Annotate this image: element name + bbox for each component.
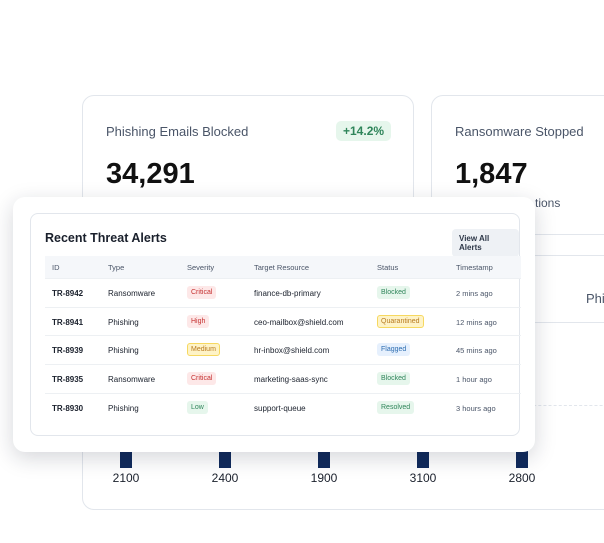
table-row: TR-8939 Phishing Medium hr-inbox@shield.com… <box>45 335 521 365</box>
status-badge: Blocked <box>377 372 410 386</box>
table-cell: support-queue <box>254 403 306 413</box>
severity-badge: Critical <box>187 286 217 299</box>
status-badge: Resolved <box>377 400 415 414</box>
table-cell: Ransomware <box>108 289 156 298</box>
table-cell: hr-inbox@shield.com <box>254 346 330 356</box>
table-cell: 1 hour ago <box>456 375 492 385</box>
status-badge: Quarantined <box>377 314 424 328</box>
column-header: Type <box>108 263 125 272</box>
status-badge: Flagged <box>377 343 411 357</box>
column-header: Timestamp <box>456 263 493 272</box>
card-value: 1,847 <box>455 158 528 190</box>
status-badge: Blocked <box>377 286 410 299</box>
alerts-panel: Recent Threat Alerts View All Alerts ID T… <box>13 197 535 452</box>
chart-title: Phis <box>586 291 604 306</box>
table-cell: 2 mins ago <box>456 289 493 298</box>
table-row: TR-8941 Phishing High ceo-mailbox@shield.co… <box>45 306 521 337</box>
bar-label: 2400 <box>212 471 239 485</box>
table-cell: Ransomware <box>108 375 156 385</box>
table-row: TR-8930 Phishing Low support-queue Resolved 3… <box>45 392 521 423</box>
table-cell: Phishing <box>108 346 139 356</box>
alerts-table-card: Recent Threat Alerts View All Alerts ID T… <box>30 213 521 436</box>
table-title: Recent Threat Alerts <box>45 231 167 245</box>
card-note: tions <box>535 196 561 210</box>
divider <box>503 322 604 323</box>
column-header: Status <box>377 263 399 272</box>
severity-badge: Critical <box>187 372 217 386</box>
table-cell: Phishing <box>108 403 139 413</box>
card-title: Ransomware Stopped <box>455 124 584 139</box>
table-cell: TR-8930 <box>52 403 84 413</box>
table-row: TR-8942 Ransomware Critical finance-db-prim… <box>45 278 521 308</box>
bar-label: 3100 <box>410 471 437 485</box>
bar-label: 1900 <box>311 471 338 485</box>
view-all-button[interactable]: View All Alerts <box>452 229 519 257</box>
column-header: Target Resource <box>254 263 310 272</box>
table-cell: ceo-mailbox@shield.com <box>254 317 344 327</box>
table-cell: 12 mins ago <box>456 317 497 327</box>
table-cell: 45 mins ago <box>456 346 497 356</box>
bar-label: 2800 <box>509 471 536 485</box>
table-cell: TR-8942 <box>52 289 84 298</box>
table-cell: TR-8941 <box>52 317 84 327</box>
table-cell: Phishing <box>108 317 139 327</box>
card-value: 34,291 <box>106 158 195 190</box>
column-header: ID <box>52 263 60 272</box>
severity-badge: High <box>187 314 210 328</box>
severity-badge: Low <box>187 400 208 414</box>
table-cell: 3 hours ago <box>456 403 496 413</box>
table-row: TR-8935 Ransomware Critical marketing-saas-… <box>45 364 521 394</box>
card-title: Phishing Emails Blocked <box>106 124 249 139</box>
table-cell: marketing-saas-sync <box>254 375 328 385</box>
table-cell: finance-db-primary <box>254 289 321 298</box>
table-header: ID Type Severity Target Resource Status Times… <box>45 256 521 278</box>
bar-label: 2100 <box>113 471 140 485</box>
change-badge: +14.2% <box>336 121 392 141</box>
grid-line <box>523 405 604 406</box>
table-cell: TR-8935 <box>52 375 84 385</box>
severity-badge: Medium <box>187 343 220 357</box>
column-header: Severity <box>187 263 215 272</box>
table-cell: TR-8939 <box>52 346 84 356</box>
